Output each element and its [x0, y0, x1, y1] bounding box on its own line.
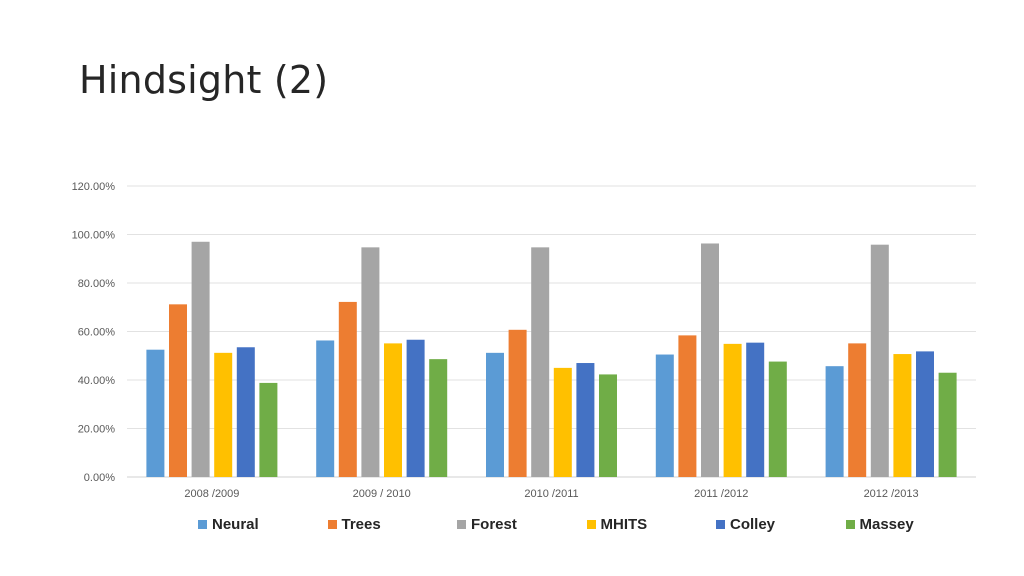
legend-swatch — [198, 520, 207, 529]
legend-item-mhits: MHITS — [586, 516, 648, 533]
bar-neural — [146, 349, 165, 477]
legend-swatch — [716, 520, 725, 529]
bar-trees — [508, 329, 527, 477]
bar-forest — [701, 243, 719, 477]
x-tick-label: 2010 /2011 — [524, 488, 578, 500]
bar-mhits — [384, 343, 402, 477]
y-tick-label: 120.00% — [72, 181, 116, 193]
bar-trees — [169, 304, 187, 477]
bar-forest — [531, 247, 550, 477]
bar-trees — [848, 343, 867, 477]
legend-label: Massey — [859, 516, 914, 533]
bar-colley — [916, 351, 934, 477]
chart-legend: Neural Trees Forest MHITS Colley Massey — [0, 516, 1024, 538]
bar-forest — [870, 244, 889, 477]
bar-colley — [406, 339, 425, 477]
bar-massey — [599, 374, 617, 477]
y-tick-label: 0.00% — [84, 472, 115, 484]
bar-mhits — [553, 367, 572, 477]
legend-item-trees: Trees — [327, 516, 381, 533]
bar-trees — [338, 301, 357, 477]
bar-neural — [486, 352, 504, 477]
bar-colley — [236, 347, 255, 477]
bar-massey — [938, 372, 957, 477]
y-tick-label: 20.00% — [78, 424, 116, 436]
y-tick-label: 60.00% — [78, 327, 116, 339]
legend-label: Colley — [730, 516, 776, 533]
x-tick-label: 2009 / 2010 — [353, 488, 411, 500]
x-tick-label: 2011 /2012 — [694, 488, 748, 500]
bar-mhits — [214, 352, 233, 477]
legend-swatch — [327, 520, 337, 529]
x-tick-label: 2008 /2009 — [184, 488, 239, 500]
y-tick-label: 40.00% — [78, 375, 116, 387]
legend-item-neural: Neural — [198, 516, 259, 533]
bar-mhits — [723, 343, 742, 477]
bar-forest — [361, 247, 380, 477]
legend-item-forest: Forest — [457, 516, 517, 533]
bar-forest — [191, 241, 210, 477]
bar-colley — [576, 363, 595, 477]
bar-neural — [316, 340, 335, 477]
slide-title: Hindsight (2) — [79, 58, 329, 102]
legend-item-massey: Massey — [845, 516, 914, 533]
legend-swatch — [845, 520, 855, 529]
bar-massey — [429, 359, 448, 477]
bar-colley — [746, 342, 765, 477]
bar-massey — [768, 361, 787, 477]
y-tick-label: 100.00% — [72, 230, 116, 242]
bar-mhits — [893, 354, 912, 477]
legend-label: Neural — [212, 516, 259, 533]
bar-neural — [655, 354, 674, 477]
legend-swatch — [586, 520, 596, 529]
x-tick-label: 2012 /2013 — [864, 488, 919, 500]
bar-neural — [825, 366, 844, 477]
legend-label: Forest — [471, 516, 517, 533]
bar-trees — [678, 335, 697, 477]
legend-item-colley: Colley — [716, 516, 775, 533]
legend-label: MHITS — [600, 516, 648, 533]
legend-swatch — [457, 520, 466, 529]
bar-massey — [259, 382, 278, 477]
legend-label: Trees — [341, 516, 381, 533]
y-tick-label: 80.00% — [78, 278, 116, 290]
